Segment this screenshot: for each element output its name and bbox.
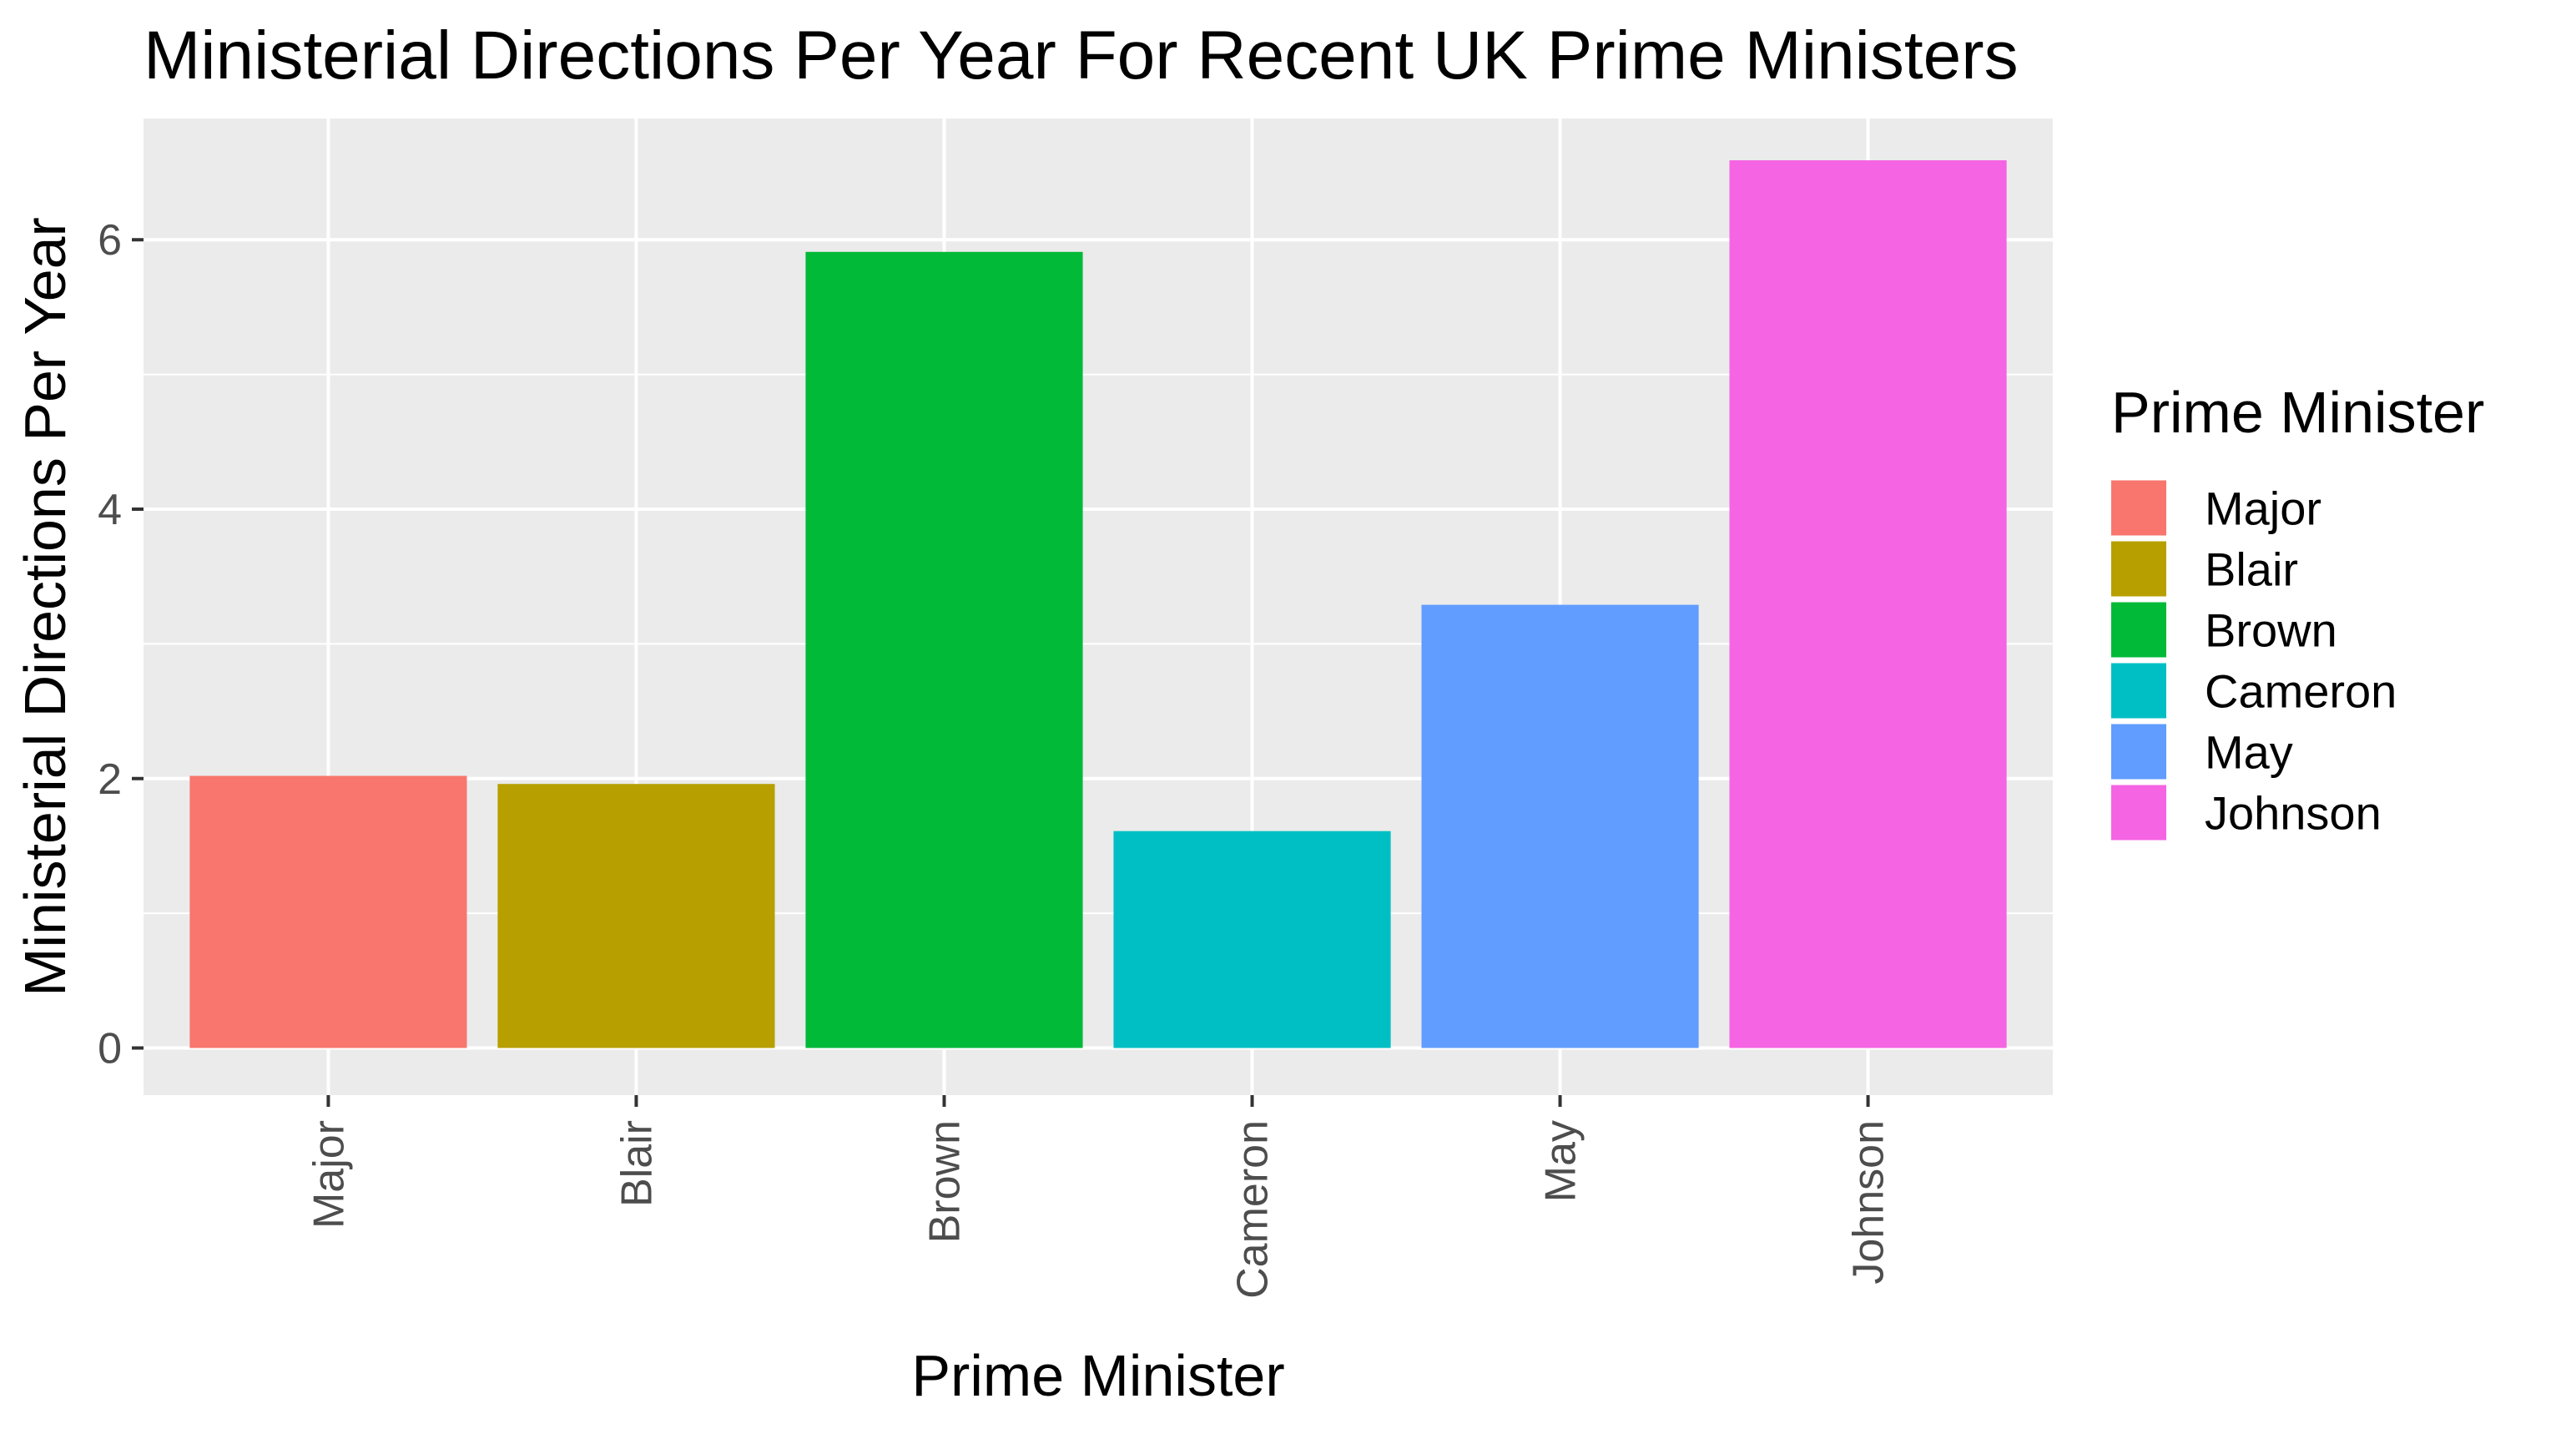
legend-label: Brown xyxy=(2205,604,2337,657)
bar-cameron xyxy=(1113,831,1391,1048)
x-tick-label: Johnson xyxy=(1845,1120,1893,1285)
legend-key-johnson xyxy=(2111,785,2166,841)
y-tick-label: 4 xyxy=(98,486,122,534)
legend-title: Prime Minister xyxy=(2111,380,2484,445)
legend-label: Blair xyxy=(2205,543,2298,596)
legend-key-cameron xyxy=(2111,663,2166,719)
legend-key-blair xyxy=(2111,541,2166,597)
x-tick-label: Brown xyxy=(920,1120,969,1243)
bar-major xyxy=(189,775,467,1048)
x-tick-label: Blair xyxy=(612,1120,661,1207)
bar-brown xyxy=(805,251,1083,1048)
x-tick-label: Major xyxy=(305,1120,353,1229)
legend-key-brown xyxy=(2111,602,2166,658)
legend-key-major xyxy=(2111,480,2166,536)
x-tick-label: Cameron xyxy=(1229,1120,1278,1299)
x-tick-label: May xyxy=(1537,1120,1585,1202)
legend-label: Johnson xyxy=(2205,787,2382,840)
y-tick-label: 0 xyxy=(98,1025,122,1073)
y-axis-title: Ministerial Directions Per Year xyxy=(13,217,78,997)
legend-label: Cameron xyxy=(2205,665,2397,718)
y-tick-label: 6 xyxy=(98,216,122,265)
legend: Prime Minister Major Blair Brown Cameron May… xyxy=(2111,380,2484,841)
y-axis: 0 2 4 6 xyxy=(98,216,144,1073)
legend-label: May xyxy=(2205,726,2293,779)
bar-johnson xyxy=(1729,160,2007,1048)
bar-blair xyxy=(497,784,775,1048)
chart-title: Ministerial Directions Per Year For Rece… xyxy=(144,18,2019,93)
bar-may xyxy=(1421,604,1699,1048)
y-tick-label: 2 xyxy=(98,755,122,804)
x-axis: Major Blair Brown Cameron May Johnson xyxy=(305,1095,1893,1299)
legend-label: Major xyxy=(2205,482,2321,535)
legend-key-may xyxy=(2111,724,2166,780)
x-axis-title: Prime Minister xyxy=(911,1343,1284,1408)
bars xyxy=(189,160,2007,1048)
